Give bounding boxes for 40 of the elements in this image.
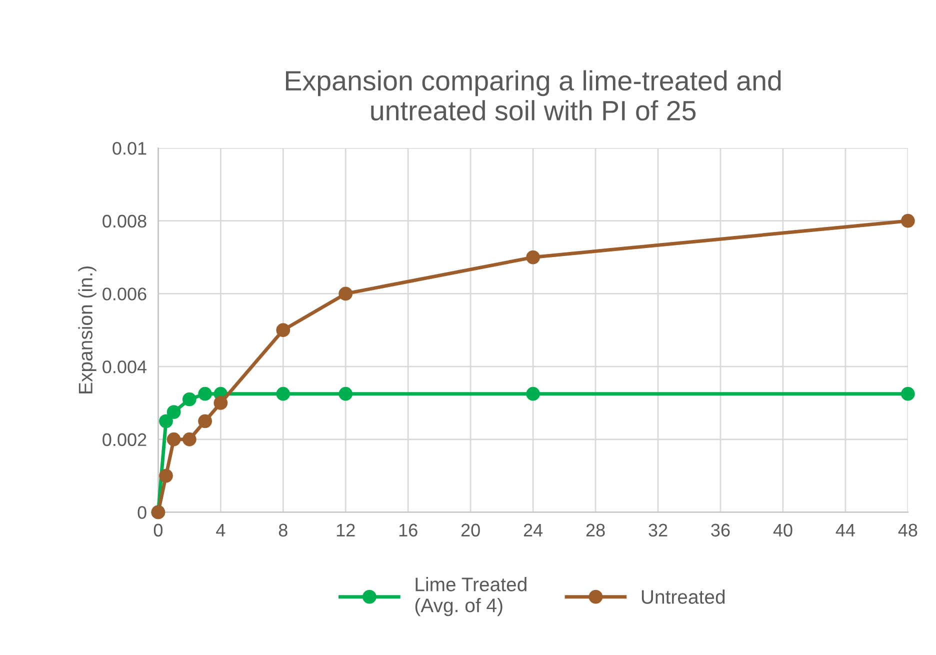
point [198, 414, 212, 428]
y-tick-label: 0.008 [102, 214, 146, 228]
point [159, 468, 173, 483]
x-tick-label: 48 [898, 524, 918, 537]
point [338, 286, 353, 301]
x-tick-label: 36 [711, 524, 730, 537]
y-tick-label: 0.002 [102, 433, 146, 446]
point [276, 386, 290, 401]
x-tick-label: 20 [461, 524, 480, 537]
x-tick-label: 16 [399, 524, 418, 537]
legend-label: Untreated [642, 590, 725, 604]
point [900, 214, 915, 228]
point [182, 392, 196, 406]
x-tick-label: 32 [648, 524, 668, 537]
x-tick-label: 40 [773, 524, 792, 537]
y-tick-label: 0.01 [112, 142, 146, 155]
x-tick-label: 44 [836, 524, 855, 536]
point [526, 386, 540, 401]
x-tick-label: 28 [586, 524, 605, 537]
point [182, 432, 196, 446]
point [214, 396, 228, 410]
legend-label: Lime Treated (Avg. of 4) [415, 577, 526, 616]
x-tick-label: 12 [336, 524, 355, 536]
chart-title: Expansion comparing a lime-treated and untreated soil with PI of 25 [286, 70, 781, 121]
y-axis-title: Expansion (in.) [78, 266, 96, 394]
y-tick-label: 0.006 [102, 288, 146, 300]
x-tick-label: 0 [154, 524, 162, 537]
point [198, 386, 212, 401]
point [159, 414, 173, 428]
point [338, 386, 353, 401]
x-tick-label: 24 [524, 524, 543, 536]
y-tick-label: 0 [138, 506, 146, 519]
point [526, 250, 540, 264]
point [900, 386, 915, 401]
point [166, 405, 181, 420]
x-tick-label: 8 [278, 524, 288, 537]
x-tick-label: 4 [216, 524, 226, 536]
y-tick-label: 0.004 [102, 360, 147, 374]
point [276, 323, 290, 338]
point [166, 432, 181, 446]
